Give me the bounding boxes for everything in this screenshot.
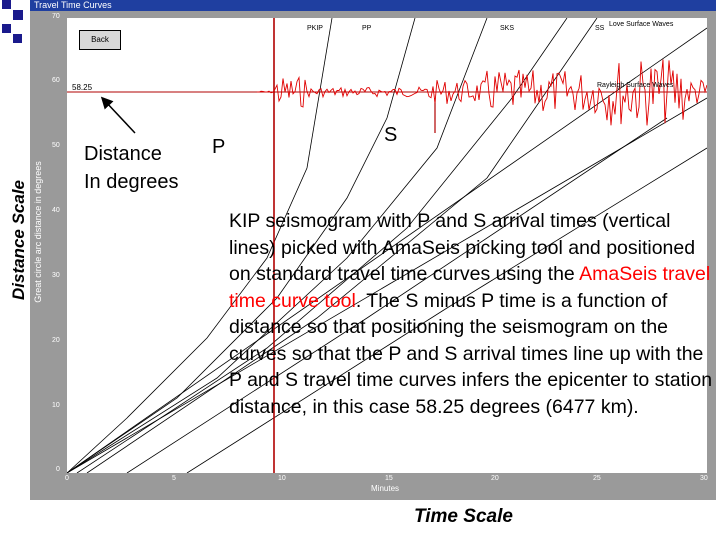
s-curve bbox=[66, 17, 488, 474]
curve-label-ss: SS bbox=[595, 25, 605, 32]
sks-curve bbox=[76, 17, 568, 474]
caption-part1: KIP seismogram with P and S arrival time… bbox=[229, 210, 696, 285]
curve-label-pp: PP bbox=[362, 25, 372, 32]
y-tick: 0 bbox=[56, 466, 60, 473]
y-tick: 30 bbox=[52, 272, 60, 279]
travel-time-tool-link[interactable]: AmaSeis travel time curve tool bbox=[229, 263, 711, 312]
seismogram-trace bbox=[256, 59, 708, 126]
curve-label-sks: SKS bbox=[500, 25, 514, 32]
window-titlebar: Travel Time Curves bbox=[30, 0, 716, 11]
ps-curve bbox=[126, 117, 668, 474]
x-tick: 10 bbox=[278, 475, 286, 482]
p-annotation: P bbox=[212, 136, 226, 158]
y-tick: 40 bbox=[52, 207, 60, 214]
x-tick: 25 bbox=[593, 475, 601, 482]
bullet-square-icon bbox=[13, 34, 22, 43]
y-tick: 60 bbox=[52, 77, 60, 84]
bullet-square-icon bbox=[13, 10, 23, 20]
p-curve bbox=[66, 17, 333, 474]
x-tick: 15 bbox=[385, 475, 393, 482]
bullet-square-icon bbox=[2, 0, 11, 9]
y-axis-title: Great circle arc distance in degrees bbox=[33, 161, 43, 303]
y-tick: 70 bbox=[52, 13, 60, 20]
window-title: Travel Time Curves bbox=[34, 0, 112, 10]
distance-scale-label: Distance Scale bbox=[9, 180, 28, 301]
back-button[interactable]: Back bbox=[79, 30, 121, 50]
y-tick: 50 bbox=[52, 142, 60, 149]
travel-time-curves bbox=[66, 17, 708, 474]
y-tick: 10 bbox=[52, 402, 60, 409]
distance-annotation-line2: In degrees bbox=[84, 171, 179, 193]
bullet-square-icon bbox=[2, 24, 11, 33]
x-tick: 0 bbox=[65, 475, 69, 482]
y-tick: 20 bbox=[52, 337, 60, 344]
plot-area[interactable]: PKIP PP SKS SS Love Surface Waves Raylei… bbox=[66, 17, 708, 474]
plot-svg: PKIP PP SKS SS Love Surface Waves Raylei… bbox=[66, 17, 708, 474]
caption-text: KIP seismogram with P and S arrival time… bbox=[229, 208, 717, 420]
x-tick: 20 bbox=[491, 475, 499, 482]
rayleigh-curve bbox=[66, 97, 708, 474]
x-tick: 30 bbox=[700, 475, 708, 482]
curve-label-rayleigh: Rayleigh Surface Waves bbox=[597, 82, 674, 89]
x-tick: 5 bbox=[172, 475, 176, 482]
distance-annotation-line1: Distance bbox=[84, 143, 162, 165]
time-scale-label: Time Scale bbox=[414, 506, 513, 527]
curve-label-pkip: PKIP bbox=[307, 25, 323, 32]
pp-curve bbox=[66, 17, 416, 474]
s-annotation: S bbox=[384, 124, 398, 146]
distance-arrow-icon bbox=[100, 96, 136, 134]
caption-part2: . The S minus P time is a function of di… bbox=[229, 289, 713, 418]
distance-reading: 58.25 bbox=[72, 83, 93, 92]
curve-label-love: Love Surface Waves bbox=[609, 21, 674, 28]
love-curve bbox=[66, 27, 708, 474]
x-axis-title: Minutes bbox=[371, 484, 400, 493]
distance-annotation: Distance In degrees bbox=[84, 140, 224, 196]
